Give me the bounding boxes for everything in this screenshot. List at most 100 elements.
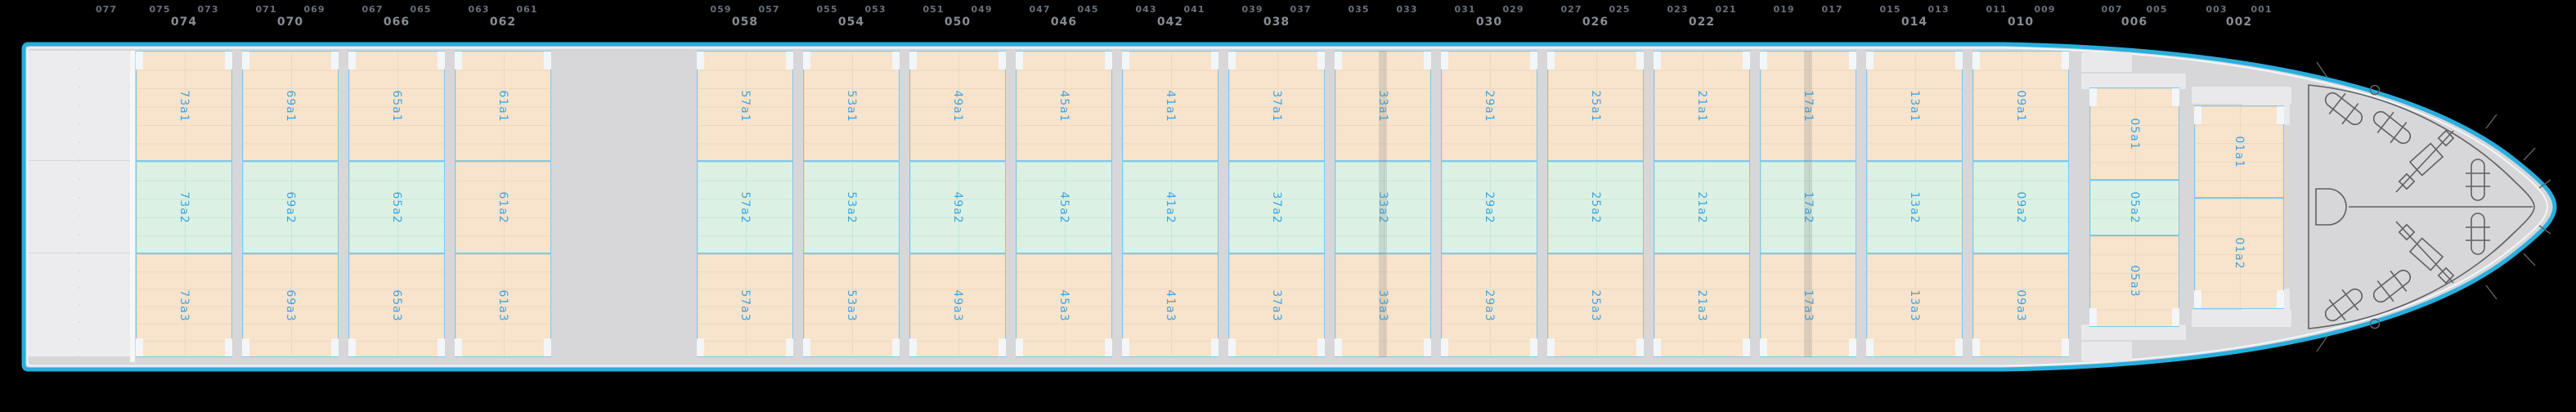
bay-section[interactable]: 45a3 <box>1016 253 1112 357</box>
bay-section[interactable]: 01a1 <box>2194 105 2284 198</box>
bay-section[interactable]: 73a2 <box>136 161 232 253</box>
stern-slot-cell[interactable] <box>79 340 129 356</box>
stern-slot-cell[interactable] <box>79 306 129 321</box>
bay-section[interactable]: 37a2 <box>1228 161 1325 253</box>
bay-number-marker: 067 <box>361 4 384 15</box>
bay-section[interactable]: 41a3 <box>1122 253 1218 357</box>
stern-slot-cell[interactable] <box>79 235 129 252</box>
bay-section[interactable]: 53a3 <box>803 253 900 357</box>
bay-number-marker: 057 <box>758 4 780 15</box>
stern-slot-cell[interactable] <box>29 106 79 123</box>
bay-section[interactable]: 53a1 <box>803 51 900 161</box>
stern-slot-cell[interactable] <box>79 106 129 123</box>
bay-section[interactable]: 33a3 <box>1335 253 1431 357</box>
stern-slot-cell[interactable] <box>29 271 79 287</box>
stern-slot-cell[interactable] <box>29 142 79 159</box>
bay-section[interactable]: 49a2 <box>909 161 1006 253</box>
bay-section[interactable]: 65a2 <box>348 161 445 253</box>
forecastle-outline <box>2308 84 2535 329</box>
stern-slot-cell[interactable] <box>29 217 79 234</box>
bay-section[interactable]: 05a3 <box>2089 235 2179 327</box>
bay-section-label: 01a1 <box>2233 135 2246 168</box>
stern-slot-cell[interactable] <box>29 87 79 105</box>
stern-slot-cell[interactable] <box>29 162 79 179</box>
bay-section[interactable]: 13a2 <box>1866 161 1963 253</box>
bay-section[interactable]: 49a1 <box>909 51 1006 161</box>
bay-section-label: 69a2 <box>284 190 297 224</box>
bay-section[interactable]: 69a1 <box>242 51 339 161</box>
bay-section[interactable]: 21a2 <box>1654 161 1750 253</box>
stern-slot-cell[interactable] <box>79 87 129 105</box>
stern-slot-cell[interactable] <box>29 254 79 270</box>
stern-slot-cell[interactable] <box>29 306 79 321</box>
bay-section[interactable]: 01a2 <box>2194 198 2284 309</box>
bay-section[interactable]: 05a2 <box>2089 180 2179 235</box>
bay-section[interactable]: 69a3 <box>242 253 339 357</box>
bay-section[interactable]: 09a1 <box>1972 51 2069 161</box>
bay-number-marker: 065 <box>410 4 432 15</box>
stern-slot-cell[interactable] <box>79 289 129 304</box>
bay-section[interactable]: 65a3 <box>348 253 445 357</box>
hatch-corner-tab <box>1866 52 1874 69</box>
bay-section[interactable]: 29a1 <box>1441 51 1537 161</box>
bay-section[interactable]: 57a1 <box>697 51 793 161</box>
stern-slot-cell[interactable] <box>79 323 129 338</box>
bay-section[interactable]: 37a3 <box>1228 253 1325 357</box>
stern-slot-cell[interactable] <box>29 180 79 197</box>
bay-number-marker: 025 <box>1609 4 1631 15</box>
bay-section[interactable]: 29a2 <box>1441 161 1537 253</box>
bay-section[interactable]: 21a1 <box>1654 51 1750 161</box>
stern-slot-cell[interactable] <box>79 124 129 141</box>
forecastle-group <box>2308 61 2551 352</box>
bay-section[interactable]: 17a1 <box>1760 51 1856 161</box>
bay-section[interactable]: 17a3 <box>1760 253 1856 357</box>
bay-section-label: 41a2 <box>1164 190 1177 224</box>
stern-slot-cell[interactable] <box>79 217 129 234</box>
stern-slot-cell[interactable] <box>79 198 129 216</box>
bay-section[interactable]: 37a1 <box>1228 51 1325 161</box>
bay-section[interactable]: 29a3 <box>1441 253 1537 357</box>
stern-slot-cell[interactable] <box>29 235 79 252</box>
bay-section[interactable]: 73a3 <box>136 253 232 357</box>
bay-section[interactable]: 73a1 <box>136 51 232 161</box>
bay-section[interactable]: 49a3 <box>909 253 1006 357</box>
stern-slot-cell[interactable] <box>79 271 129 287</box>
bay-section[interactable]: 09a3 <box>1972 253 2069 357</box>
bay-section[interactable]: 13a3 <box>1866 253 1963 357</box>
bay-section[interactable]: 21a3 <box>1654 253 1750 357</box>
bay-section[interactable]: 61a3 <box>455 253 551 357</box>
bay-section[interactable]: 57a3 <box>697 253 793 357</box>
stern-slot-cell[interactable] <box>29 69 79 87</box>
stern-slot-cell[interactable] <box>79 162 129 179</box>
bay-section[interactable]: 69a2 <box>242 161 339 253</box>
bay-section[interactable]: 45a1 <box>1016 51 1112 161</box>
bay-section[interactable]: 05a1 <box>2089 87 2179 180</box>
bay-section[interactable]: 41a1 <box>1122 51 1218 161</box>
stern-slot-cell[interactable] <box>79 254 129 270</box>
stern-slot-cell[interactable] <box>79 52 129 69</box>
stern-slot-cell[interactable] <box>29 340 79 356</box>
stern-slot-cell[interactable] <box>79 142 129 159</box>
bay-section[interactable]: 57a2 <box>697 161 793 253</box>
bay-section[interactable]: 65a1 <box>348 51 445 161</box>
bay-section[interactable]: 53a2 <box>803 161 900 253</box>
bay-section[interactable]: 09a2 <box>1972 161 2069 253</box>
stern-slot-cell[interactable] <box>29 289 79 304</box>
bay-section[interactable]: 33a1 <box>1335 51 1431 161</box>
bay-section[interactable]: 25a2 <box>1547 161 1644 253</box>
stern-slot-cell[interactable] <box>79 69 129 87</box>
stern-slot-cell[interactable] <box>79 180 129 197</box>
bay-section[interactable]: 41a2 <box>1122 161 1218 253</box>
bay-section[interactable]: 17a2 <box>1760 161 1856 253</box>
stern-slot-cell[interactable] <box>29 52 79 69</box>
bay-section[interactable]: 61a2 <box>455 161 551 253</box>
bay-section[interactable]: 33a2 <box>1335 161 1431 253</box>
bay-section[interactable]: 25a3 <box>1547 253 1644 357</box>
stern-slot-cell[interactable] <box>29 198 79 216</box>
stern-slot-cell[interactable] <box>29 323 79 338</box>
bay-section[interactable]: 25a1 <box>1547 51 1644 161</box>
bay-section[interactable]: 13a1 <box>1866 51 1963 161</box>
bay-section[interactable]: 45a2 <box>1016 161 1112 253</box>
stern-slot-cell[interactable] <box>29 124 79 141</box>
bay-section[interactable]: 61a1 <box>455 51 551 161</box>
